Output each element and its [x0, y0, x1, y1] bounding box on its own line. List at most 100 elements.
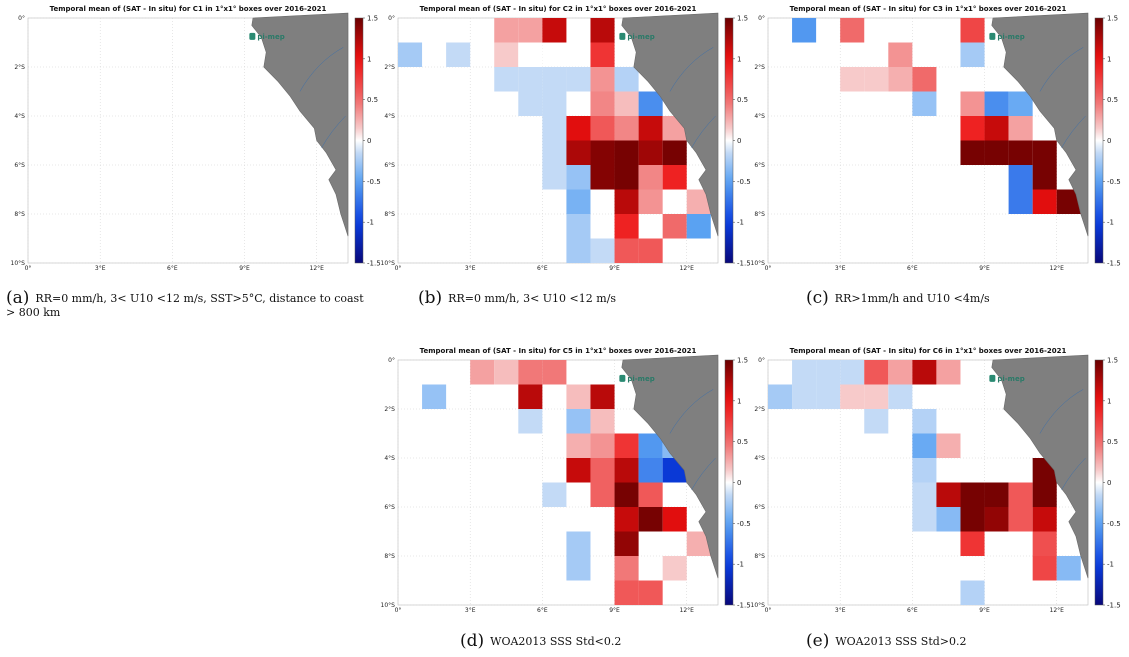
y-tick-label: 0° — [758, 15, 765, 22]
data-cell — [398, 42, 423, 67]
data-cell — [614, 67, 639, 92]
river — [691, 115, 716, 148]
caption-label: (c) — [806, 288, 829, 308]
data-cell — [446, 42, 471, 67]
data-cell — [960, 91, 985, 116]
logo-icon — [619, 32, 626, 40]
data-cell — [542, 140, 567, 165]
y-tick-label: 8°S — [754, 211, 765, 218]
panel-d: Temporal mean of (SAT - In situ) for C5 … — [370, 342, 751, 622]
data-cell — [638, 165, 663, 190]
x-tick-label: 3°E — [465, 607, 476, 614]
data-cell — [792, 18, 817, 43]
data-cell — [566, 433, 591, 458]
data-cell — [590, 116, 615, 141]
data-cell — [1032, 507, 1057, 532]
colorbar — [1094, 17, 1104, 264]
data-cell — [638, 458, 663, 483]
data-cell — [840, 384, 865, 409]
river — [669, 389, 714, 434]
data-cell — [614, 238, 639, 263]
x-tick-label: 9°E — [609, 265, 620, 272]
y-tick-label: 4°S — [384, 455, 395, 462]
data-cell — [614, 531, 639, 556]
colorbar-tick-label: 1 — [1107, 397, 1111, 405]
data-cell — [566, 140, 591, 165]
data-cell — [912, 91, 937, 116]
data-cell — [494, 42, 519, 67]
data-cell — [768, 384, 793, 409]
colorbar-tick-label: -1.5 — [367, 260, 381, 268]
y-tick-label: 6°S — [754, 504, 765, 511]
data-cell — [638, 433, 663, 458]
data-cell — [912, 482, 937, 507]
caption-text: WOA2013 SSS Std<0.2 — [490, 635, 622, 648]
colorbar-tick-label: 1.5 — [737, 15, 748, 23]
river — [1061, 115, 1086, 148]
colorbar-tick-label: 0 — [737, 479, 741, 487]
data-cell — [614, 482, 639, 507]
y-tick-label: 8°S — [384, 211, 395, 218]
data-cell — [984, 140, 1009, 165]
heatmap-c1: Temporal mean of (SAT - In situ) for C1 … — [11, 5, 381, 272]
x-tick-label: 0° — [395, 265, 402, 272]
y-tick-label: 10°S — [381, 602, 396, 609]
logo-text: pi-mep — [997, 375, 1024, 383]
data-cell — [590, 384, 615, 409]
heatmap-c2: Temporal mean of (SAT - In situ) for C2 … — [381, 5, 751, 272]
data-cell — [662, 214, 687, 239]
x-tick-label: 12°E — [680, 265, 695, 272]
data-cell — [590, 67, 615, 92]
data-cell — [864, 384, 889, 409]
colorbar-tick-label: 1.5 — [1107, 15, 1118, 23]
river — [1039, 389, 1084, 434]
logo-icon — [989, 32, 996, 40]
data-cell — [1032, 556, 1057, 581]
colorbar-tick-label: 0.5 — [737, 438, 748, 446]
x-tick-label: 6°E — [537, 607, 548, 614]
panel-e: Temporal mean of (SAT - In situ) for C6 … — [740, 342, 1129, 622]
data-cell — [566, 116, 591, 141]
data-cell — [542, 91, 567, 116]
colorbar-tick-label: 1 — [737, 55, 741, 63]
data-cell — [960, 531, 985, 556]
colorbar-tick-label: 1.5 — [367, 15, 378, 23]
x-tick-label: 12°E — [310, 265, 325, 272]
panel-a: Temporal mean of (SAT - In situ) for C1 … — [0, 0, 381, 280]
y-tick-label: 4°S — [754, 455, 765, 462]
y-tick-label: 4°S — [384, 113, 395, 120]
river — [299, 47, 344, 92]
river — [691, 457, 716, 490]
logo-text: pi-mep — [257, 33, 284, 41]
caption-text: RR=0 mm/h, 3< U10 <12 m/s — [448, 292, 617, 305]
data-cell — [638, 238, 663, 263]
data-cell — [590, 18, 615, 43]
data-cell — [566, 189, 591, 214]
heatmap-c3: Temporal mean of (SAT - In situ) for C3 … — [751, 5, 1121, 272]
y-tick-label: 8°S — [754, 553, 765, 560]
caption-text: RR=0 mm/h, 3< U10 <12 m/s, SST>5°C, dist… — [6, 292, 364, 319]
x-tick-label: 6°E — [907, 607, 918, 614]
data-cell — [1008, 189, 1033, 214]
data-cell — [662, 140, 687, 165]
colorbar-tick-label: 0.5 — [1107, 438, 1118, 446]
data-cell — [1008, 165, 1033, 190]
cells — [768, 360, 1081, 605]
y-tick-label: 10°S — [381, 260, 396, 267]
chart-title: Temporal mean of (SAT - In situ) for C2 … — [420, 5, 697, 13]
caption-a: (a) RR=0 mm/h, 3< U10 <12 m/s, SST>5°C, d… — [6, 288, 366, 320]
data-cell — [614, 140, 639, 165]
colorbar-tick-label: 0 — [737, 137, 741, 145]
y-tick-label: 6°S — [384, 504, 395, 511]
colorbar-tick-label: 0 — [1107, 137, 1111, 145]
caption-label: (a) — [6, 288, 30, 308]
colorbar-tick-label: -1 — [1107, 561, 1114, 569]
data-cell — [960, 140, 985, 165]
y-tick-label: 0° — [18, 15, 25, 22]
colorbar-tick-label: 1 — [737, 397, 741, 405]
data-cell — [936, 507, 961, 532]
land — [621, 12, 719, 237]
data-cell — [936, 482, 961, 507]
panel-b: Temporal mean of (SAT - In situ) for C2 … — [370, 0, 751, 280]
data-cell — [590, 433, 615, 458]
